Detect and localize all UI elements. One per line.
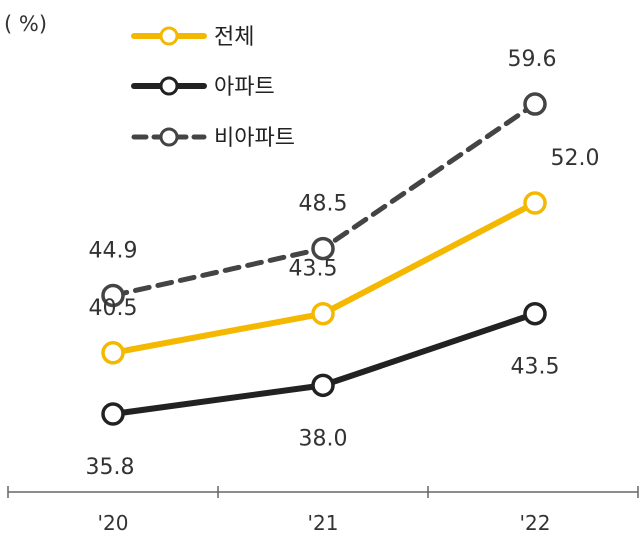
data-label: 43.5 — [511, 355, 560, 380]
x-axis: '20 '21 '22 — [7, 486, 639, 535]
legend-swatch-marker — [159, 76, 179, 96]
data-point — [311, 301, 335, 326]
series-line-apartment — [110, 310, 538, 417]
data-point — [311, 236, 335, 261]
x-tick-label: '21 — [308, 511, 339, 535]
series-lines — [101, 92, 547, 426]
data-point — [523, 92, 547, 116]
y-unit-label: ( %) — [4, 12, 48, 36]
data-label: 52.0 — [551, 146, 600, 171]
data-label: 40.5 — [89, 296, 138, 321]
data-point — [311, 373, 335, 398]
legend-label: 아파트 — [214, 75, 275, 100]
data-point — [523, 191, 547, 215]
data-label: 38.0 — [299, 426, 348, 451]
value-labels: 40.5 43.5 52.0 35.8 38.0 43.5 44.9 48.5 59.6 — [86, 47, 600, 480]
data-point — [101, 341, 125, 365]
legend-label: 전체 — [214, 25, 254, 50]
data-label: 43.5 — [289, 257, 338, 282]
data-point — [523, 301, 547, 326]
legend-swatch-marker — [159, 127, 179, 147]
data-point — [101, 402, 125, 426]
data-label: 48.5 — [299, 192, 348, 217]
data-label: 59.6 — [508, 47, 557, 72]
data-label: 44.9 — [89, 238, 138, 263]
x-tick-label: '22 — [520, 511, 551, 535]
x-tick-label: '20 — [98, 511, 129, 535]
data-label: 35.8 — [86, 455, 135, 480]
legend-swatch-marker — [159, 26, 179, 46]
legend-label: 비아파트 — [214, 126, 295, 151]
data-point — [101, 283, 125, 308]
